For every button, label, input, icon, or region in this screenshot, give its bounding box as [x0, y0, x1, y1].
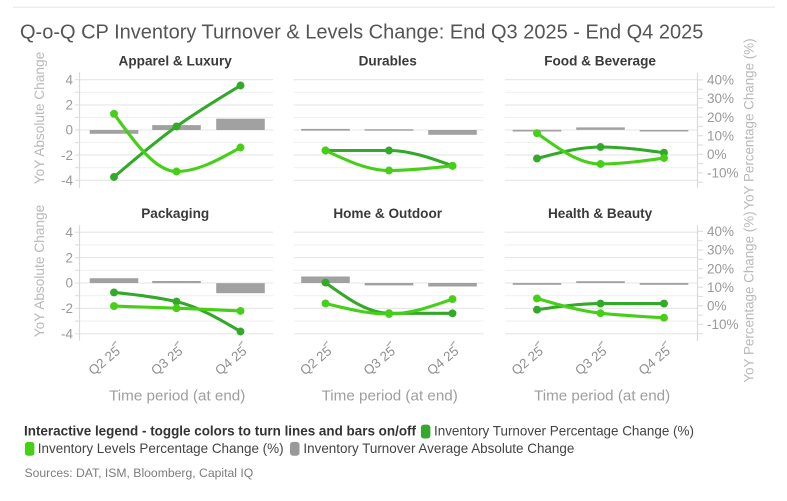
svg-text:-2: -2 [61, 301, 73, 316]
svg-text:20%: 20% [707, 261, 734, 276]
svg-text:Health & Beauty: Health & Beauty [548, 206, 653, 221]
svg-text:30%: 30% [707, 243, 734, 258]
svg-text:-2: -2 [61, 148, 73, 163]
svg-text:YoY Absolute Change: YoY Absolute Change [32, 52, 47, 184]
svg-text:0%: 0% [707, 147, 727, 162]
svg-text:-4: -4 [61, 173, 73, 188]
svg-text:Inventory Turnover Percentage: Inventory Turnover Percentage Change (%) [434, 424, 694, 439]
svg-text:0: 0 [65, 276, 73, 291]
svg-text:Q-o-Q CP Inventory Turnover &: Q-o-Q CP Inventory Turnover & Levels Cha… [20, 22, 703, 44]
svg-text:4: 4 [65, 72, 73, 87]
svg-text:Interactive legend - toggle co: Interactive legend - toggle colors to tu… [24, 424, 416, 439]
svg-text:Time period (at end): Time period (at end) [109, 388, 245, 405]
svg-text:10%: 10% [707, 280, 734, 295]
svg-text:Home & Outdoor: Home & Outdoor [333, 206, 442, 221]
svg-text:Inventory Turnover Average Abs: Inventory Turnover Average Absolute Chan… [303, 441, 574, 456]
svg-text:0%: 0% [707, 299, 727, 314]
svg-text:30%: 30% [707, 91, 734, 106]
svg-text:Durables: Durables [359, 54, 417, 69]
svg-text:0: 0 [65, 123, 73, 138]
svg-text:Food & Beverage: Food & Beverage [544, 54, 656, 69]
svg-text:40%: 40% [707, 224, 734, 239]
svg-text:4: 4 [65, 225, 73, 240]
svg-text:-10%: -10% [707, 317, 739, 332]
svg-text:YoY Percentage Change (%): YoY Percentage Change (%) [742, 211, 757, 382]
svg-text:10%: 10% [707, 128, 734, 143]
svg-text:YoY Percentage Change (%): YoY Percentage Change (%) [742, 38, 757, 209]
svg-text:YoY Absolute Change: YoY Absolute Change [32, 205, 47, 337]
svg-text:2: 2 [65, 250, 73, 265]
svg-text:Time period (at end): Time period (at end) [534, 388, 670, 405]
svg-text:Inventory Levels Percentage Ch: Inventory Levels Percentage Change (%) [38, 441, 284, 456]
svg-text:40%: 40% [707, 73, 734, 88]
svg-text:Time period (at end): Time period (at end) [322, 388, 458, 405]
svg-text:-4: -4 [61, 327, 73, 342]
svg-text:20%: 20% [707, 110, 734, 125]
svg-text:Sources: DAT, ISM, Bloomberg,: Sources: DAT, ISM, Bloomberg, Capital IQ [25, 466, 254, 480]
svg-text:-10%: -10% [707, 166, 739, 181]
svg-text:Apparel & Luxury: Apparel & Luxury [119, 54, 233, 69]
svg-text:2: 2 [65, 98, 73, 113]
svg-text:Packaging: Packaging [141, 206, 209, 221]
